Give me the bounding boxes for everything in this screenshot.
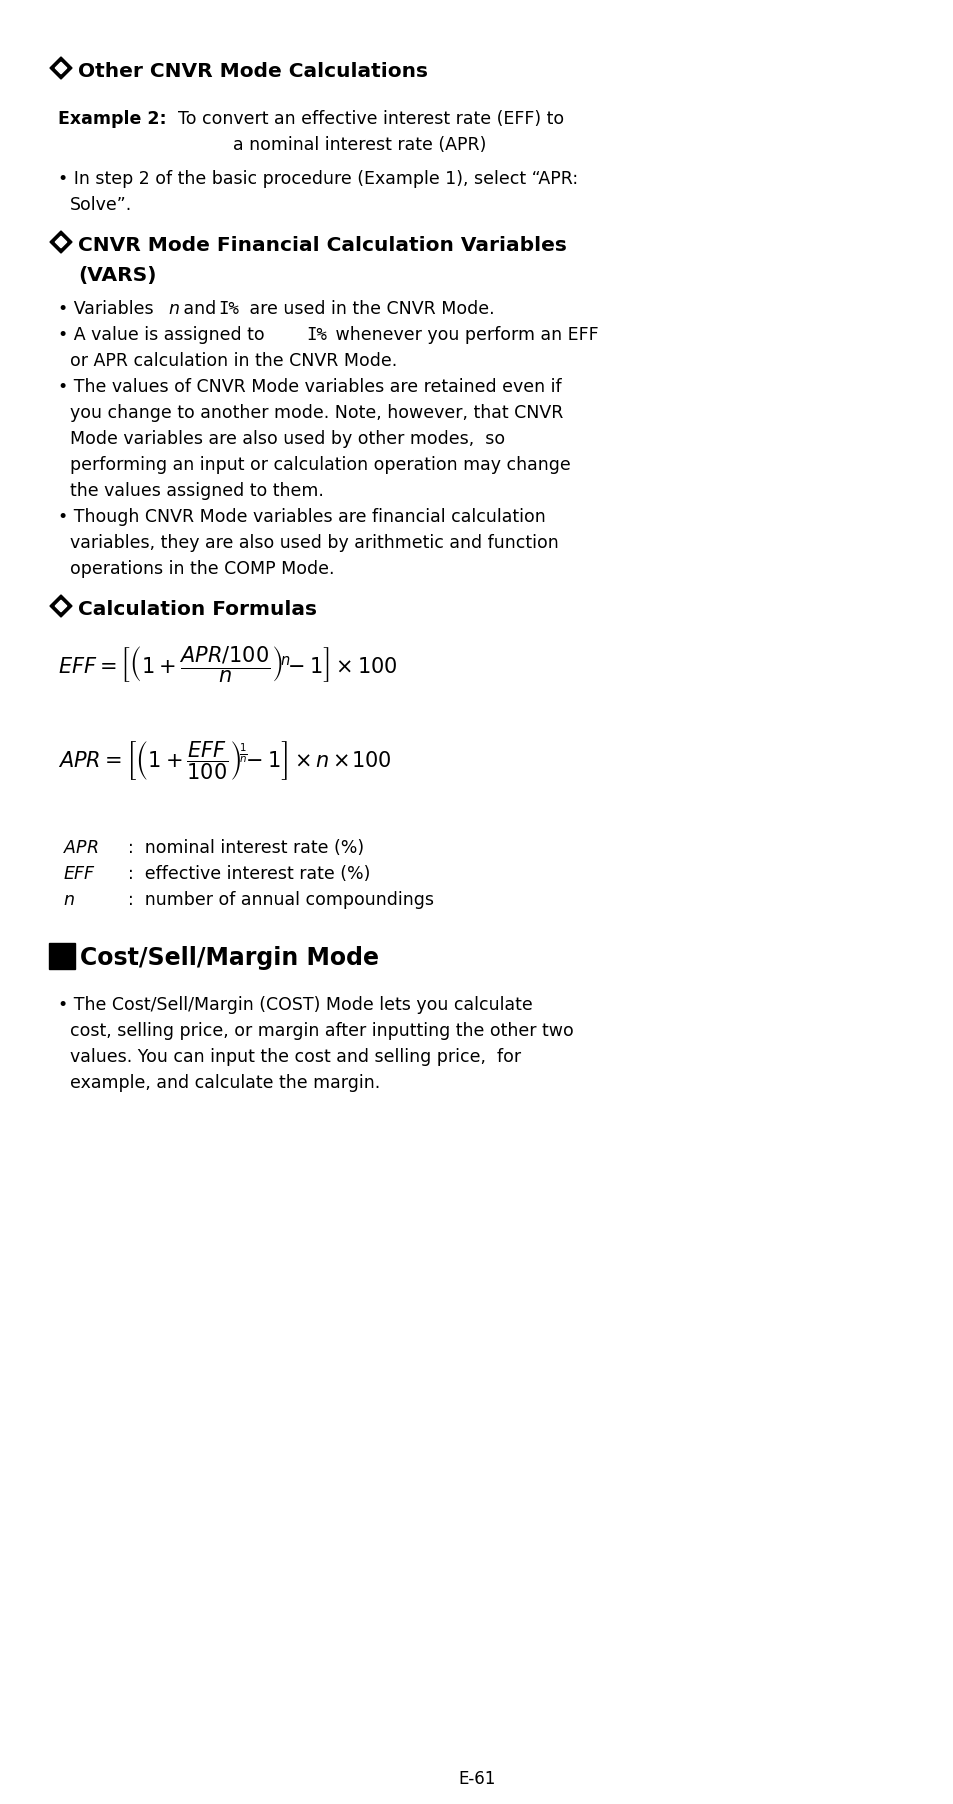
Text: or APR calculation in the CNVR Mode.: or APR calculation in the CNVR Mode. bbox=[70, 352, 396, 370]
Text: Example 2:: Example 2: bbox=[58, 110, 167, 128]
Text: values. You can input the cost and selling price,  for: values. You can input the cost and selli… bbox=[70, 1048, 520, 1066]
Text: Calculation Formulas: Calculation Formulas bbox=[78, 601, 316, 619]
Text: cost, selling price, or margin after inputting the other two: cost, selling price, or margin after inp… bbox=[70, 1023, 573, 1039]
Text: a nominal interest rate (APR): a nominal interest rate (APR) bbox=[233, 135, 486, 153]
Polygon shape bbox=[55, 63, 67, 74]
Text: $\mathit{APR}$: $\mathit{APR}$ bbox=[63, 839, 98, 857]
Text: $\mathit{n}$: $\mathit{n}$ bbox=[63, 891, 74, 909]
Text: • Variables: • Variables bbox=[58, 299, 159, 318]
Text: • In step 2 of the basic procedure (Example 1), select “APR:: • In step 2 of the basic procedure (Exam… bbox=[58, 170, 578, 188]
Text: • The values of CNVR Mode variables are retained even if: • The values of CNVR Mode variables are … bbox=[58, 379, 561, 397]
Polygon shape bbox=[50, 231, 71, 253]
Text: (VARS): (VARS) bbox=[78, 265, 156, 285]
Polygon shape bbox=[55, 236, 67, 247]
Text: CNVR Mode Financial Calculation Variables: CNVR Mode Financial Calculation Variable… bbox=[78, 236, 566, 254]
Text: example, and calculate the margin.: example, and calculate the margin. bbox=[70, 1073, 380, 1091]
Text: and: and bbox=[178, 299, 221, 318]
Text: $\mathit{EFF} = \left[\left(1 + \dfrac{\mathit{APR}/100}{n}\right)^{\!n}\!\!-1\r: $\mathit{EFF} = \left[\left(1 + \dfrac{\… bbox=[58, 644, 397, 684]
Text: Other CNVR Mode Calculations: Other CNVR Mode Calculations bbox=[78, 61, 428, 81]
Text: :  number of annual compoundings: : number of annual compoundings bbox=[128, 891, 434, 909]
Text: • Though CNVR Mode variables are financial calculation: • Though CNVR Mode variables are financi… bbox=[58, 509, 545, 527]
Text: :  nominal interest rate (%): : nominal interest rate (%) bbox=[128, 839, 364, 857]
Text: the values assigned to them.: the values assigned to them. bbox=[70, 482, 323, 500]
Text: • A value is assigned to: • A value is assigned to bbox=[58, 327, 270, 345]
Text: operations in the COMP Mode.: operations in the COMP Mode. bbox=[70, 559, 335, 577]
Polygon shape bbox=[50, 595, 71, 617]
Text: E-61: E-61 bbox=[457, 1770, 496, 1788]
Text: I%: I% bbox=[306, 327, 327, 345]
Text: Mode variables are also used by other modes,  so: Mode variables are also used by other mo… bbox=[70, 429, 504, 447]
Text: • The Cost/Sell/Margin (COST) Mode lets you calculate: • The Cost/Sell/Margin (COST) Mode lets … bbox=[58, 996, 532, 1014]
Text: n: n bbox=[168, 299, 179, 318]
Polygon shape bbox=[55, 601, 67, 612]
Text: are used in the CNVR Mode.: are used in the CNVR Mode. bbox=[244, 299, 494, 318]
Text: performing an input or calculation operation may change: performing an input or calculation opera… bbox=[70, 456, 570, 474]
Text: I%: I% bbox=[218, 299, 239, 318]
Polygon shape bbox=[49, 943, 75, 969]
Polygon shape bbox=[50, 58, 71, 79]
Text: Cost/Sell/Margin Mode: Cost/Sell/Margin Mode bbox=[80, 945, 378, 971]
Text: you change to another mode. Note, however, that CNVR: you change to another mode. Note, howeve… bbox=[70, 404, 563, 422]
Text: variables, they are also used by arithmetic and function: variables, they are also used by arithme… bbox=[70, 534, 558, 552]
Text: :  effective interest rate (%): : effective interest rate (%) bbox=[128, 864, 370, 882]
Text: $\mathit{EFF}$: $\mathit{EFF}$ bbox=[63, 864, 96, 882]
Text: To convert an effective interest rate (EFF) to: To convert an effective interest rate (E… bbox=[178, 110, 563, 128]
Text: whenever you perform an EFF: whenever you perform an EFF bbox=[330, 327, 598, 345]
Text: Solve”.: Solve”. bbox=[70, 197, 132, 215]
Text: $\mathit{APR} = \left[\left(1 + \dfrac{\mathit{EFF}}{100}\right)^{\!\frac{1}{n}}: $\mathit{APR} = \left[\left(1 + \dfrac{\… bbox=[58, 740, 391, 781]
